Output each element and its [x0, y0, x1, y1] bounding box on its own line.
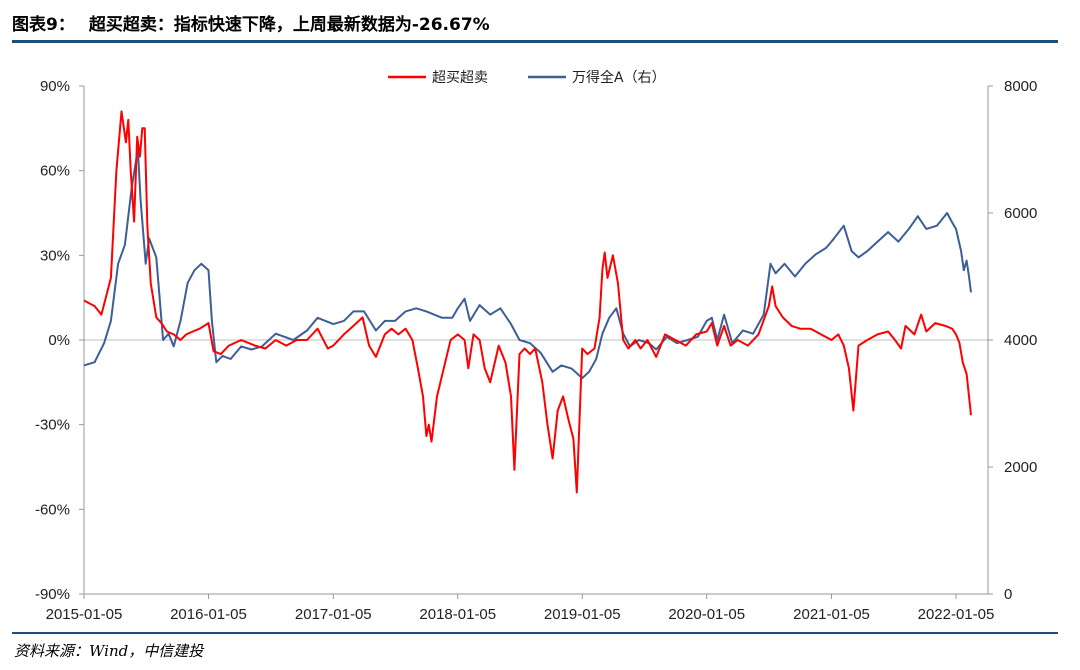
source-note: 资料来源：Wind，中信建投: [14, 642, 204, 660]
y-right-tick-label: 4000: [1004, 332, 1037, 349]
y-left-tick-label: -30%: [35, 417, 70, 434]
x-tick-label: 2021-01-05: [793, 606, 870, 623]
y-right-tick-label: 0: [1004, 586, 1012, 603]
y-right-tick-label: 2000: [1004, 459, 1037, 476]
y-left-tick-label: 30%: [40, 247, 70, 264]
x-tick-label: 2020-01-05: [668, 606, 745, 623]
x-tick-label: 2018-01-05: [419, 606, 496, 623]
axes-layer: -90% -60% -30% 0% 30% 60% 90% 0 2000 4000 6000 8000…: [35, 78, 1037, 623]
x-tick-label: 2022-01-05: [918, 606, 995, 623]
figure-label: 图表9：: [12, 15, 75, 35]
chart-title: 图表9： 超买超卖：指标快速下降，上周最新数据为-26.67%: [12, 10, 490, 35]
legend: 超买超卖 万得全A（右）: [388, 69, 666, 86]
footer-rule: [12, 632, 1058, 634]
y-left-tick-label: 0%: [48, 332, 70, 349]
x-tick-label: 2017-01-05: [295, 606, 372, 623]
y-left-tick-label: 90%: [40, 78, 70, 95]
title-text: 超买超卖：指标快速下降，上周最新数据为-26.67%: [88, 15, 490, 35]
x-tick-label: 2015-01-05: [46, 606, 123, 623]
y-left-tick-label: -60%: [35, 501, 70, 518]
y-right-tick-label: 8000: [1004, 78, 1037, 95]
x-tick-label: 2019-01-05: [544, 606, 621, 623]
y-right-tick-label: 6000: [1004, 205, 1037, 222]
series-line-overbought-oversold: [83, 110, 972, 494]
legend-label: 超买超卖: [432, 70, 488, 86]
series-line-wind-all-a: [83, 148, 972, 380]
y-left-tick-label: -90%: [35, 586, 70, 603]
series-layer: [83, 110, 972, 494]
x-tick-label: 2016-01-05: [170, 606, 247, 623]
title-rule: [12, 40, 1058, 43]
legend-label: 万得全A（右）: [572, 69, 666, 86]
y-left-tick-label: 60%: [40, 163, 70, 180]
